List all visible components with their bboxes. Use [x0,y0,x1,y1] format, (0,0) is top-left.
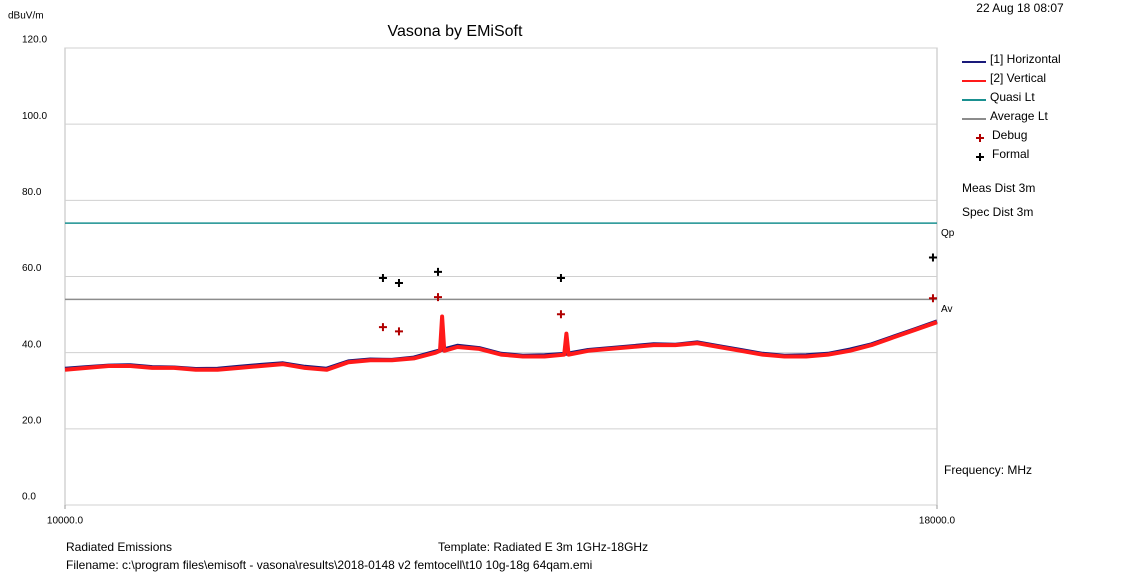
legend-label: [1] Horizontal [990,52,1061,66]
y-tick-label: 100.0 [22,111,47,122]
y-axis-unit: dBuV/m [8,11,44,22]
legend-marker [976,153,984,161]
y-tick-label: 40.0 [22,339,42,350]
legend-marker [976,134,984,142]
y-tick-label: 80.0 [22,187,42,198]
data-line [64,314,938,372]
legend-label: Average Lt [990,109,1048,123]
chart-title: Vasona by EMiSoft [388,23,523,40]
footer: Radiated Emissions [66,540,172,554]
y-tick-label: 20.0 [22,415,42,426]
marker [433,293,442,302]
limit-tag: Av [941,304,953,315]
y-tick-label: 120.0 [22,35,47,46]
marker [394,327,403,336]
marker [556,310,565,319]
marker [928,253,937,262]
annotation: Meas Dist 3m [962,181,1035,195]
date: 22 Aug 18 08:07 [976,1,1064,15]
x-tick-label: 18000.0 [919,516,956,527]
x-tick-label: 10000.0 [47,516,84,527]
marker [433,267,442,276]
legend-label: [2] Vertical [990,71,1046,85]
x-axis-unit: Frequency: MHz [944,463,1032,477]
marker [556,274,565,283]
marker [378,274,387,283]
annotation: Spec Dist 3m [962,205,1033,219]
legend-label: Quasi Lt [990,90,1035,104]
limit-tag: Qp [941,228,955,239]
footer: Filename: c:\program files\emisoft - vas… [66,558,592,572]
marker [378,323,387,332]
marker [928,294,937,303]
marker [394,278,403,287]
y-tick-label: 60.0 [22,263,42,274]
footer: Template: Radiated E 3m 1GHz-18GHz [438,540,648,554]
legend-label: Formal [992,147,1029,161]
y-tick-label: 0.0 [22,492,36,503]
legend-label: Debug [992,128,1027,142]
